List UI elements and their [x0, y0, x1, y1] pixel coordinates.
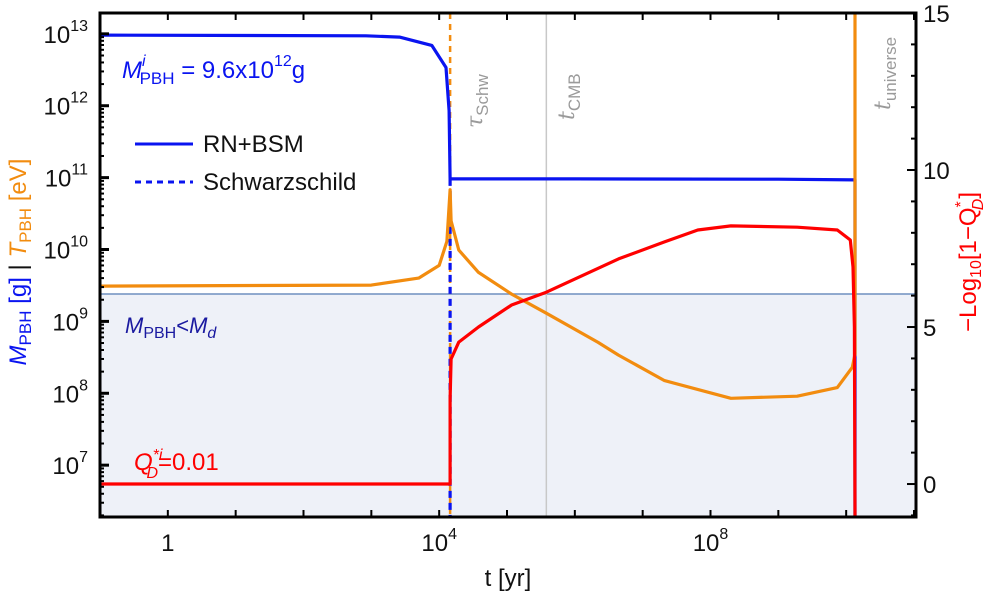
left-tick-label: 1012: [44, 90, 89, 121]
series-temperature: [99, 13, 857, 400]
legend-label-rn-bsm: RN+BSM: [203, 131, 304, 158]
left-tick-label: 1013: [44, 18, 89, 49]
left-tick-label: 108: [52, 377, 88, 408]
t-universe-label: tuniverse: [871, 37, 900, 110]
legend-label-schwarzschild: Schwarzschild: [203, 169, 356, 196]
x-axis-label: t [yr]: [485, 565, 532, 592]
x-tick-label: 104: [421, 526, 457, 557]
right-tick-label: 0: [923, 472, 936, 499]
right-tick-label: 15: [923, 1, 950, 28]
left-tick-label: 1010: [44, 234, 89, 265]
legend: RN+BSM Schwarzschild: [135, 131, 356, 196]
left-tick-label: 109: [52, 305, 88, 336]
shaded-region: [100, 294, 916, 517]
left-tick-label: 107: [52, 449, 88, 480]
tau-schw-label: τSchw: [463, 74, 492, 128]
left-tick-label: 1011: [45, 162, 88, 193]
x-tick-label: 108: [693, 526, 729, 557]
series-charge: [100, 224, 857, 518]
right-tick-label: 10: [923, 158, 950, 185]
initial-mass-annotation: Mi PBH = 9.6x1012g: [122, 53, 305, 88]
series-rn-bsm: [99, 33, 857, 517]
right-tick-label: 5: [923, 315, 936, 342]
t-cmb-label: tCMB: [555, 73, 584, 120]
right-axis-label: −Log10[1−Q*D]: [953, 192, 987, 332]
region-label: MPBH<Md: [125, 313, 217, 342]
x-tick-label: 1: [161, 530, 174, 557]
initial-charge-annotation: Q*i D=0.01: [134, 447, 219, 482]
left-axis-label: MPBH [g] | TPBH [eV]: [5, 159, 35, 366]
